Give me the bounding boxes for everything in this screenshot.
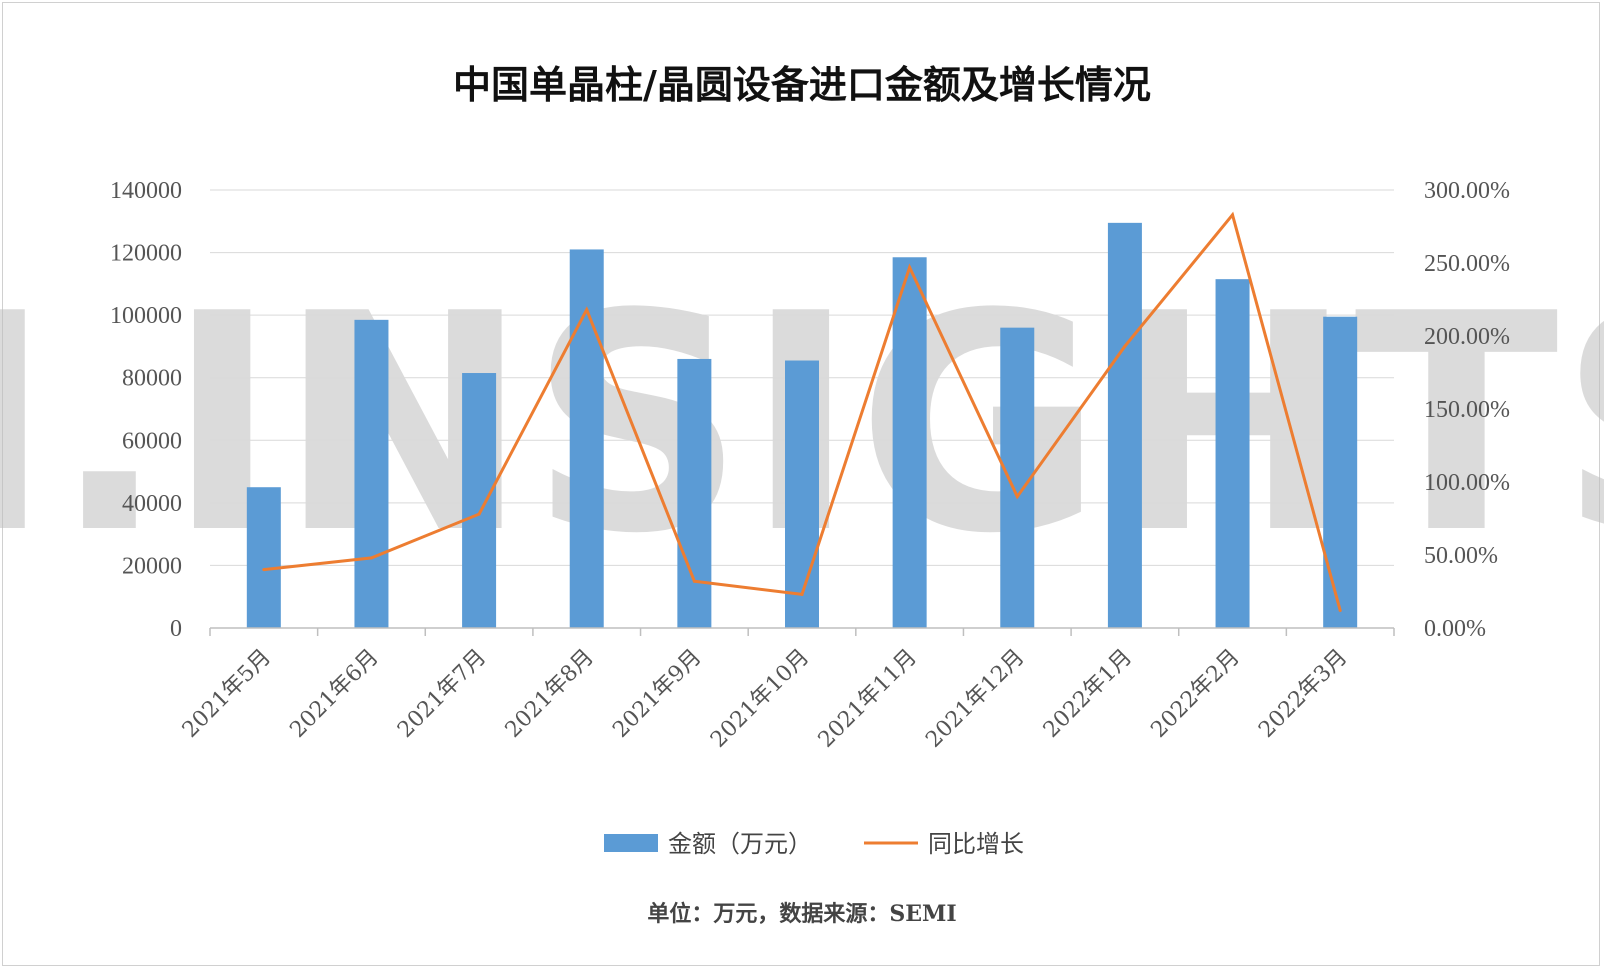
- y-right-tick-label: 50.00%: [1424, 543, 1498, 569]
- line-point: [477, 512, 481, 516]
- bar: [1215, 279, 1250, 628]
- x-tick-label: 2021年8月: [501, 645, 599, 743]
- line-point: [1015, 495, 1019, 499]
- y-left-tick-label: 80000: [122, 366, 182, 392]
- y-right-tick-label: 150.00%: [1424, 397, 1510, 423]
- y-right-tick-label: 0.00%: [1424, 616, 1486, 642]
- y-left-tick-label: 20000: [122, 553, 182, 579]
- legend-label-bar: 金额（万元）: [668, 830, 812, 858]
- legend-label-line: 同比增长: [928, 830, 1024, 858]
- line-point: [1231, 213, 1235, 217]
- y-left-tick-label: 0: [170, 616, 182, 642]
- y-right-tick-label: 200.00%: [1424, 324, 1510, 350]
- bar: [462, 373, 497, 628]
- x-tick-label: 2021年12月: [921, 645, 1029, 753]
- x-tick-label: 2021年9月: [608, 645, 706, 743]
- y-right-tick-label: 100.00%: [1424, 470, 1510, 496]
- legend: 金额（万元） 同比增长: [604, 830, 1024, 858]
- line-point: [585, 308, 589, 312]
- bar: [354, 319, 389, 628]
- line-point: [692, 579, 696, 583]
- x-tick-label: 2021年6月: [285, 645, 383, 743]
- bar: [892, 257, 927, 628]
- x-tick-label: 2021年7月: [393, 645, 491, 743]
- bar: [246, 487, 281, 628]
- bar: [677, 358, 712, 628]
- line-point: [1338, 608, 1342, 612]
- y-left-tick-label: 100000: [110, 303, 182, 329]
- x-tick-label: 2021年5月: [178, 645, 276, 743]
- y-right-tick-label: 300.00%: [1424, 178, 1510, 204]
- bar: [569, 249, 604, 628]
- line-point: [369, 556, 373, 560]
- source-note: 单位：万元，数据来源：SEMI: [647, 901, 956, 927]
- y-left-tick-label: 120000: [110, 241, 182, 267]
- legend-swatch-bar: [604, 834, 658, 852]
- bar-series: [246, 222, 1358, 628]
- line-series: [262, 211, 1342, 612]
- bar: [1000, 327, 1035, 628]
- bar: [1323, 316, 1358, 628]
- x-tick-label: 2022年1月: [1039, 645, 1137, 743]
- y-left-tick-label: 140000: [110, 178, 182, 204]
- x-tick-label: 2021年11月: [814, 645, 922, 753]
- x-tick-label: 2021年10月: [706, 645, 814, 753]
- x-tick-label: 2022年3月: [1254, 645, 1352, 743]
- chart-title: 中国单晶柱/晶圆设备进口金额及增长情况: [453, 62, 1151, 107]
- bar: [1107, 222, 1142, 628]
- line-point: [800, 592, 804, 596]
- line-point: [262, 568, 266, 572]
- y-left-tick-label: 60000: [122, 428, 182, 454]
- line-point: [1123, 344, 1127, 348]
- bar: [785, 360, 819, 628]
- line-point: [908, 265, 912, 269]
- x-tick-label: 2022年2月: [1147, 645, 1245, 743]
- y-right-tick-label: 250.00%: [1424, 251, 1510, 277]
- y-left-tick-label: 40000: [122, 491, 182, 517]
